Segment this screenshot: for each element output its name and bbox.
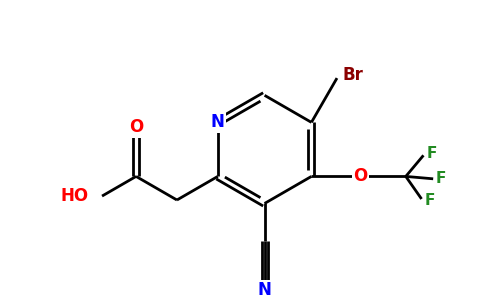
Text: F: F <box>436 171 446 186</box>
Text: N: N <box>211 113 225 131</box>
Text: Br: Br <box>342 66 363 84</box>
Text: F: F <box>426 146 437 161</box>
Text: F: F <box>424 194 435 208</box>
Text: O: O <box>353 167 368 185</box>
Text: HO: HO <box>60 187 88 205</box>
Text: N: N <box>257 281 272 299</box>
Text: O: O <box>129 118 143 136</box>
